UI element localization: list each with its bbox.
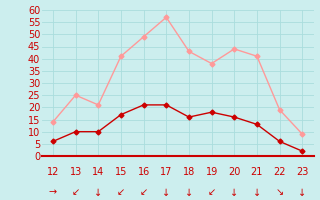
Text: ↙: ↙ bbox=[208, 188, 216, 198]
Text: ↓: ↓ bbox=[162, 188, 170, 198]
Text: ↙: ↙ bbox=[72, 188, 80, 198]
Text: ↙: ↙ bbox=[117, 188, 125, 198]
Text: ↓: ↓ bbox=[185, 188, 193, 198]
Text: ↓: ↓ bbox=[230, 188, 238, 198]
Text: ↓: ↓ bbox=[94, 188, 102, 198]
Text: →: → bbox=[49, 188, 57, 198]
Text: ↓: ↓ bbox=[298, 188, 306, 198]
Text: ↙: ↙ bbox=[140, 188, 148, 198]
Text: ↓: ↓ bbox=[253, 188, 261, 198]
Text: ↘: ↘ bbox=[276, 188, 284, 198]
